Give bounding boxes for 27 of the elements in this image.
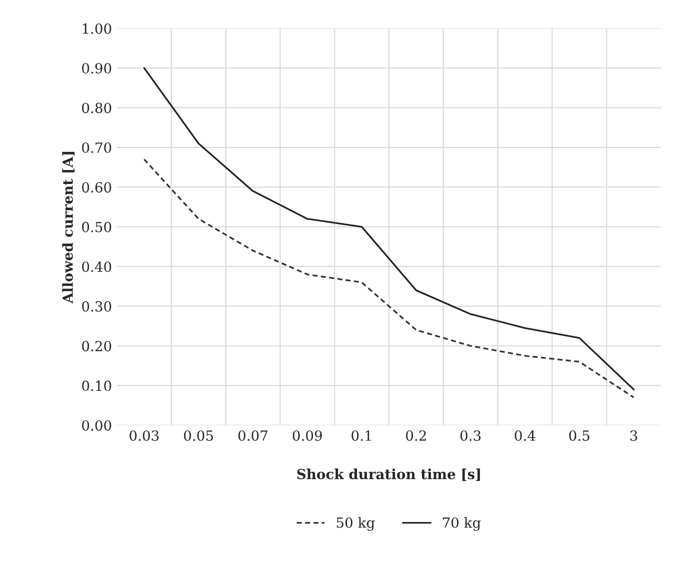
y-axis-title: Allowed current [A] bbox=[62, 152, 75, 304]
legend-label: 70 kg bbox=[442, 517, 481, 531]
y-tick-label: 0.70 bbox=[82, 142, 112, 153]
y-tick-label: 0.20 bbox=[82, 340, 112, 352]
line-series bbox=[143, 67, 635, 390]
x-tick-label: 0.03 bbox=[130, 430, 159, 441]
x-tick-label: 0.3 bbox=[460, 430, 481, 441]
y-tick-label: 0.80 bbox=[82, 102, 112, 114]
y-tick-label: 0.90 bbox=[82, 63, 112, 74]
line-series bbox=[143, 158, 635, 398]
x-tick-label: 0.07 bbox=[238, 430, 268, 441]
x-tick-label: 0.05 bbox=[184, 430, 213, 441]
y-tick-label: 0.60 bbox=[82, 182, 112, 193]
x-tick-label: 0.2 bbox=[406, 430, 426, 441]
y-tick-label: 0.50 bbox=[82, 222, 112, 232]
x-axis-title: Shock duration time [s] bbox=[297, 468, 480, 481]
x-tick-label: 3 bbox=[630, 430, 638, 441]
x-tick-label: 0.09 bbox=[292, 430, 322, 441]
x-tick-label: 0.1 bbox=[352, 430, 371, 441]
x-tick-label: 0.5 bbox=[569, 430, 590, 441]
y-tick-label: 0.40 bbox=[82, 261, 112, 272]
y-tick-label: 0.00 bbox=[82, 420, 112, 431]
y-tick-label: 0.30 bbox=[82, 301, 112, 312]
legend-label: 50 kg bbox=[336, 517, 375, 531]
y-tick-label: 1.00 bbox=[82, 23, 112, 34]
x-tick-label: 0.4 bbox=[514, 430, 536, 441]
y-tick-label: 0.10 bbox=[82, 380, 112, 392]
